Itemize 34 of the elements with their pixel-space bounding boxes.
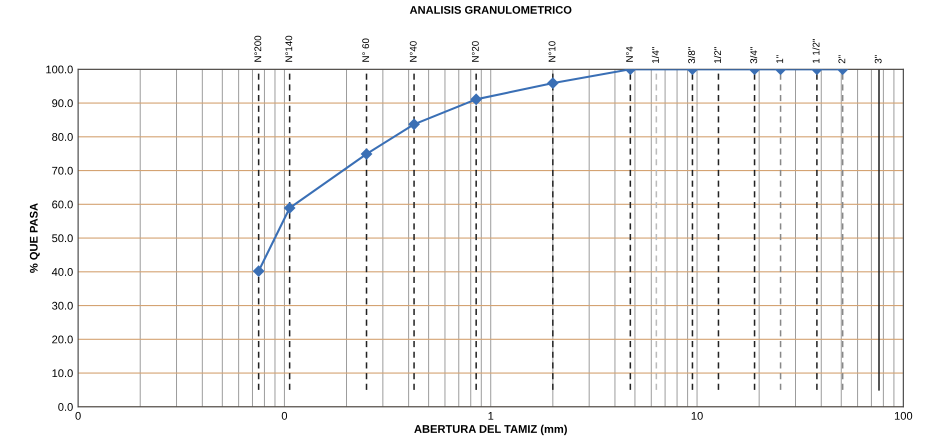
x-axis-title: ABERTURA DEL TAMIZ (mm) — [414, 424, 567, 436]
y-tick-label: 50.0 — [52, 234, 73, 242]
y-tick-label: 20.0 — [52, 336, 73, 344]
annotation: 3" — [874, 55, 882, 64]
y-tick-label: 70.0 — [52, 166, 73, 175]
y-tick-label: 10.0 — [52, 369, 73, 378]
y-tick-label: 80.0 — [52, 133, 73, 141]
chart-title: ANALISIS GRANULOMETRICO — [410, 6, 572, 14]
x-tick-label: 0 — [282, 412, 288, 420]
y-tick-label: 90.0 — [52, 99, 73, 108]
y-tick-label: 60.0 — [52, 200, 73, 208]
annotation: 1/2" — [714, 47, 722, 63]
y-tick-label: 100.0 — [46, 66, 73, 74]
y-tick-label: 40.0 — [52, 268, 73, 276]
y-axis-title: % QUE PASA — [30, 203, 40, 273]
ref-line-label: N°40 — [410, 41, 417, 62]
y-tick-label: 0.0 — [58, 403, 73, 411]
annotation: 1" — [776, 55, 784, 63]
x-tick-label: 0 — [75, 412, 81, 420]
x-tick-label: 100 — [894, 412, 912, 420]
ref-line-label: N° 60 — [362, 38, 370, 62]
annotation: 3/4" — [750, 47, 758, 64]
ref-line-label: N°10 — [548, 41, 556, 62]
ref-line-label: N°4 — [626, 46, 633, 62]
y-tick-label: 30.0 — [52, 302, 73, 310]
x-tick-label: 1 — [488, 412, 494, 420]
annotation: 1/4" — [652, 47, 659, 63]
ref-line-label: N°20 — [472, 41, 479, 62]
annotation: 3/8" — [688, 47, 696, 64]
ref-line-label: N°140 — [285, 36, 292, 62]
annotation: 1 1/2" — [812, 39, 820, 63]
annotation: 2" — [838, 55, 846, 64]
x-tick-label: 10 — [692, 412, 703, 420]
ref-line-label: N°200 — [254, 36, 262, 62]
